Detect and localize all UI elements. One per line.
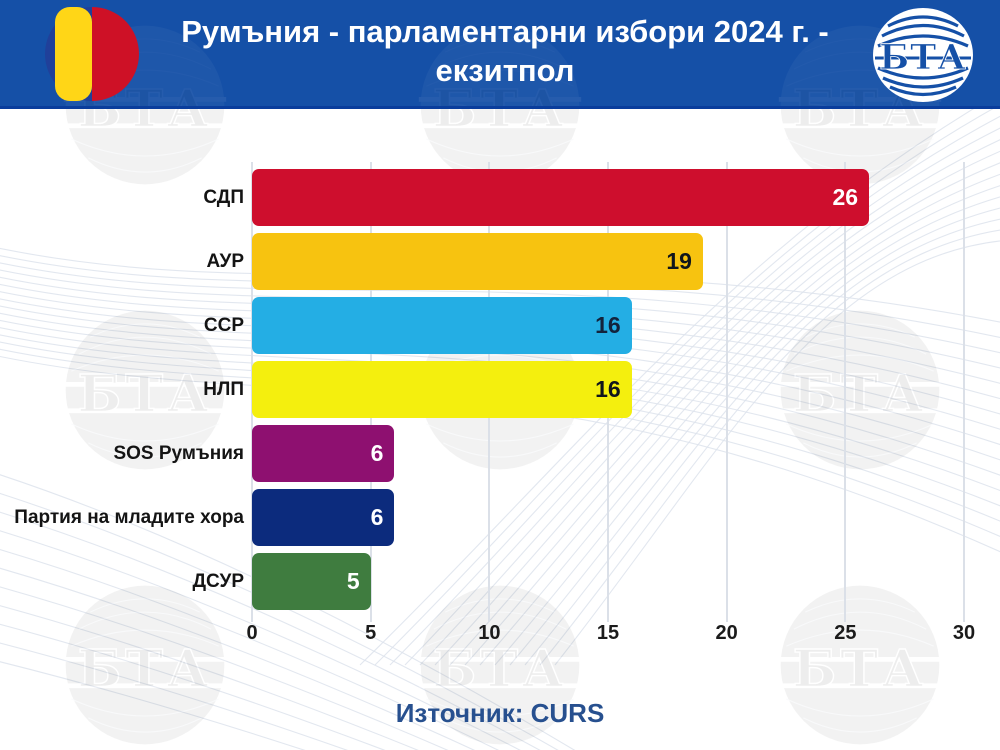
- category-label: ССР: [203, 315, 244, 336]
- category-label: Партия на младите хора: [14, 507, 244, 528]
- flag-yellow-stripe: [55, 7, 92, 101]
- x-tick-label: 25: [834, 622, 857, 644]
- category-label: ДСУР: [192, 571, 245, 592]
- bar: 16: [252, 297, 632, 354]
- bar: 6: [252, 425, 395, 482]
- gridline: [844, 162, 847, 622]
- bar-value-label: 26: [832, 184, 859, 210]
- bar: 16: [252, 361, 632, 418]
- bar: 5: [252, 553, 371, 610]
- x-tick-label: 10: [478, 622, 501, 644]
- header: Румъния - парламентарни избори 2024 г. -…: [0, 0, 1000, 109]
- title-line-1: Румъния - парламентарни избори 2024 г. -: [181, 14, 829, 49]
- gridline: [963, 162, 965, 622]
- bar-value-label: 16: [595, 376, 621, 402]
- x-tick-label: 30: [952, 622, 976, 644]
- romania-flag-logo: [45, 7, 139, 101]
- category-label: НЛП: [203, 379, 244, 400]
- x-tick-label: 5: [365, 622, 377, 644]
- bar-value-label: 19: [666, 248, 692, 274]
- category-label: SOS Румъния: [113, 443, 244, 464]
- flag-red-stripe: [92, 7, 139, 101]
- bar-value-label: 6: [370, 504, 384, 530]
- x-tick-label: 0: [246, 622, 258, 644]
- bar-value-label: 16: [595, 312, 621, 338]
- bar-value-label: 6: [370, 440, 384, 466]
- bar: 26: [252, 169, 870, 226]
- title-line-2: екзитпол: [435, 53, 575, 88]
- bar-value-label: 5: [346, 568, 360, 594]
- x-tick-label: 15: [596, 622, 620, 644]
- category-label: СДП: [203, 187, 244, 208]
- bta-logo: БТА: [873, 8, 973, 102]
- x-tick-label: 20: [715, 622, 738, 644]
- bar: 6: [252, 489, 395, 546]
- bta-logo-text: БТА: [879, 37, 966, 78]
- gridline: [725, 162, 728, 622]
- category-label: АУР: [206, 251, 245, 272]
- source-label: Източник: CURS: [395, 698, 605, 728]
- bar: 19: [252, 233, 703, 290]
- page-title: Румъния - парламентарни избори 2024 г. -…: [160, 12, 850, 102]
